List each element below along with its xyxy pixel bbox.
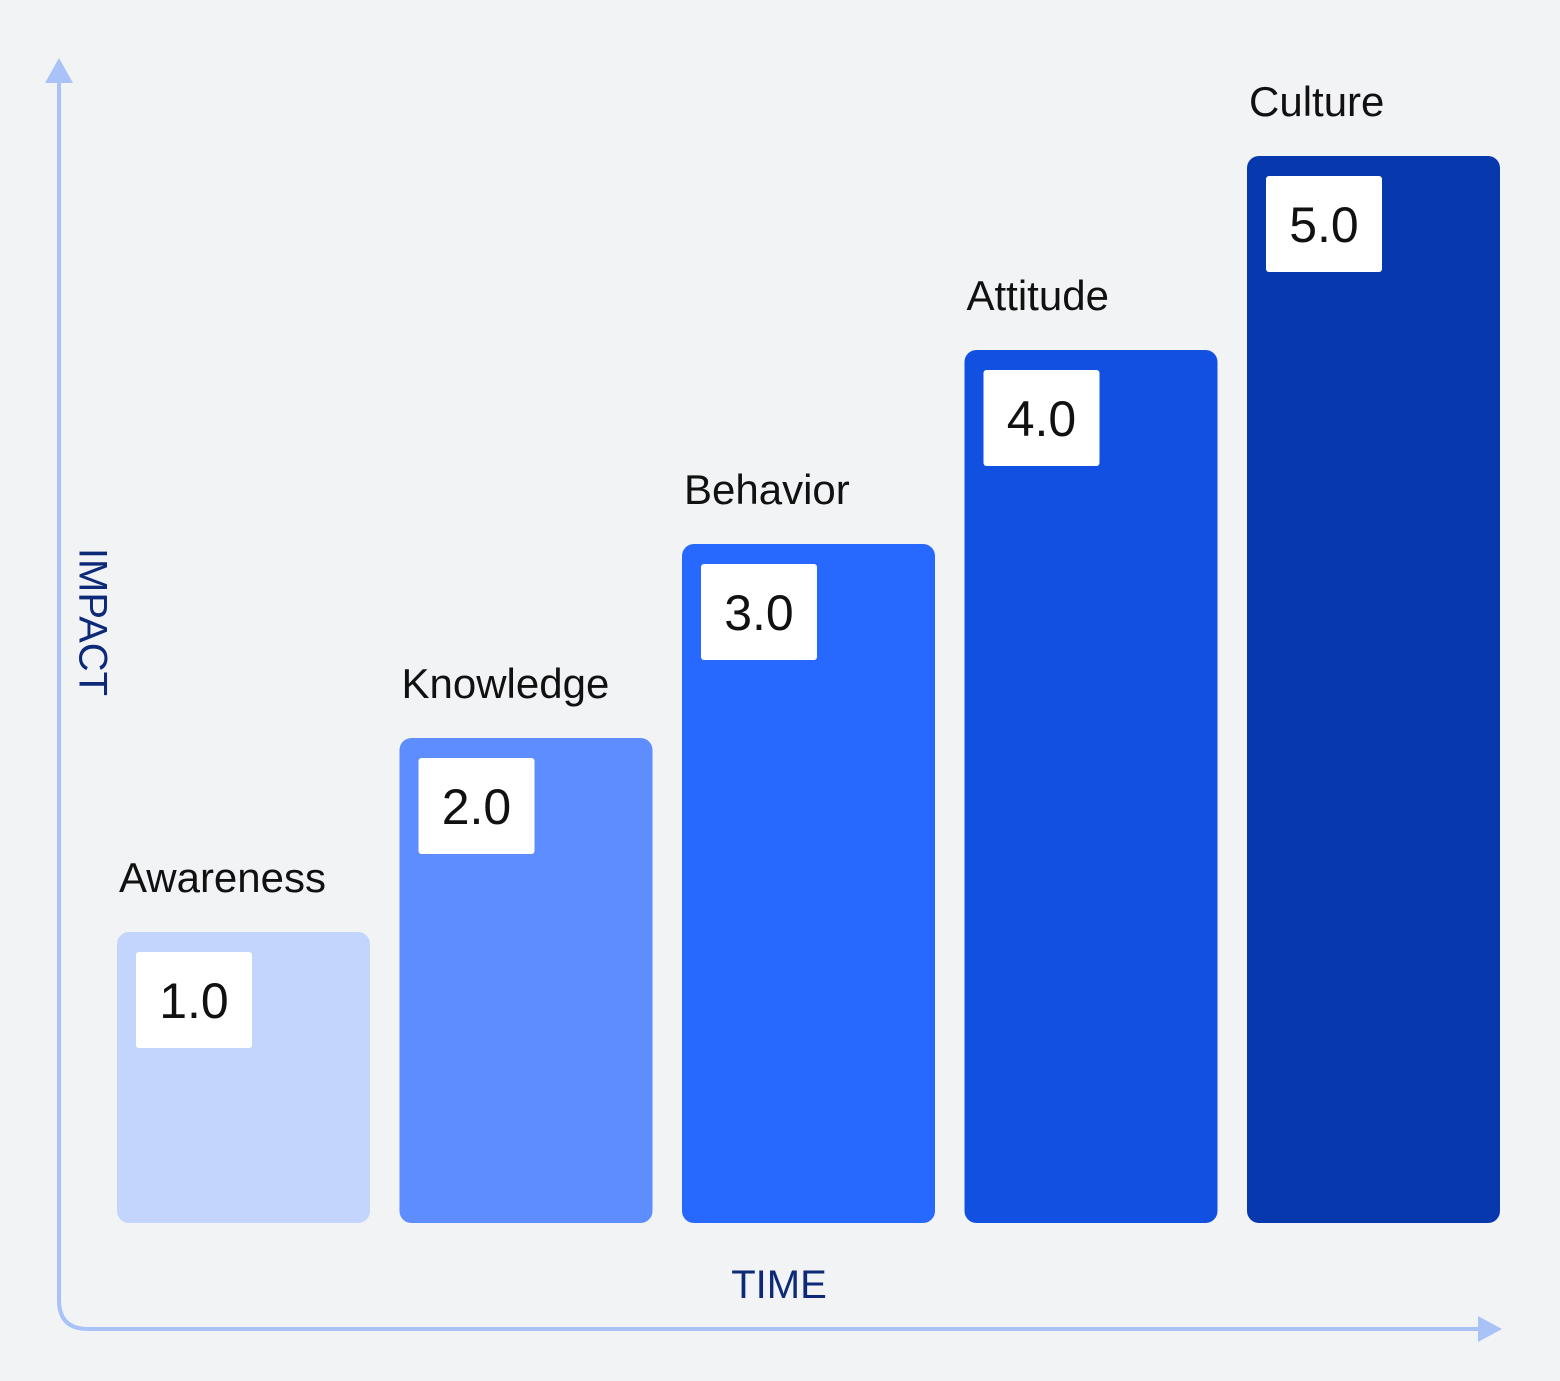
bars-layer: 1.0 Awareness 2.0 Knowledge 3.0 Behavior 4.0 At…	[117, 78, 1500, 1223]
x-axis-title: TIME	[731, 1263, 827, 1307]
category-label: Behavior	[684, 466, 850, 513]
value-label-box	[418, 758, 535, 854]
axes	[45, 58, 1502, 1342]
value-label: 1.0	[159, 973, 229, 1029]
y-axis-arrowhead	[45, 58, 73, 83]
value-label-box	[136, 952, 252, 1048]
category-label: Knowledge	[402, 660, 610, 707]
value-label: 5.0	[1289, 197, 1359, 253]
bar-group: 1.0 Awareness	[117, 854, 370, 1223]
value-label: 3.0	[724, 585, 794, 641]
category-label: Awareness	[119, 854, 326, 901]
bar-group: 4.0 Attitude	[964, 272, 1218, 1223]
x-axis-arrowhead	[1478, 1316, 1502, 1342]
category-label: Attitude	[967, 272, 1109, 319]
bar-group: 3.0 Behavior	[682, 466, 935, 1223]
value-label: 2.0	[442, 779, 512, 835]
bar	[399, 738, 653, 1223]
value-label-box	[983, 370, 1100, 466]
value-label: 4.0	[1007, 391, 1077, 447]
bar-group: 5.0 Culture	[1247, 78, 1500, 1223]
y-axis-title: IMPACT	[70, 548, 114, 696]
bar-group: 2.0 Knowledge	[399, 660, 653, 1223]
bar	[682, 544, 935, 1223]
bar	[964, 350, 1218, 1223]
category-label: Culture	[1249, 78, 1384, 125]
axis-line	[57, 82, 1480, 1331]
bar	[1247, 156, 1500, 1223]
value-label-box	[701, 564, 817, 660]
value-label-box	[1266, 176, 1382, 272]
